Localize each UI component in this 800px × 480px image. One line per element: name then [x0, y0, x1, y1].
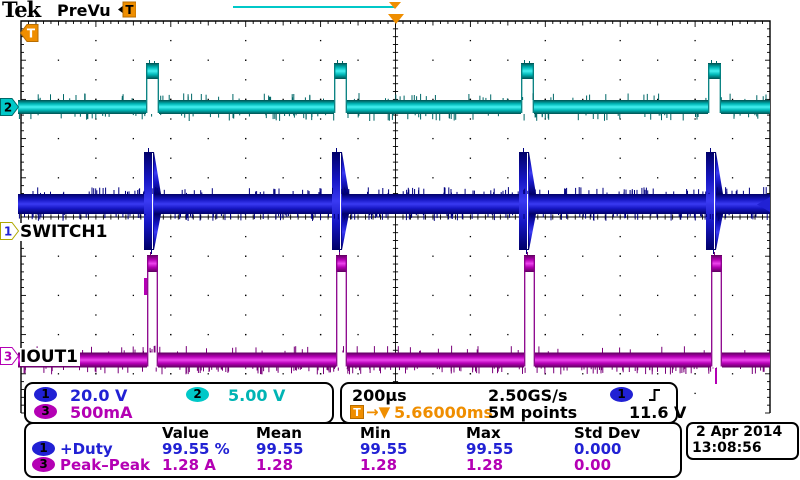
horizontal-readout-box: 200µs 2.50GS/s 1 T →▼ 5.66000ms 5M point…	[340, 382, 686, 424]
acquisition-mode-label: PreVu	[57, 1, 111, 20]
meas-row1-value: 99.55 %	[162, 440, 230, 458]
ch3-badge: 3	[34, 404, 57, 419]
meas-row2-std: 0.00	[574, 456, 612, 474]
meas-row1-name: +Duty	[60, 440, 113, 458]
rising-edge-icon	[649, 389, 660, 401]
meas-row2-name: Peak–Peak	[60, 456, 151, 474]
meas-row1-badge: 1	[32, 441, 55, 456]
delay-arrow-icon: →▼	[366, 403, 391, 421]
ch3-position-marker: 3	[0, 347, 20, 365]
time-label: 13:08:56	[692, 440, 762, 456]
meas-row2-mean: 1.28	[256, 456, 294, 474]
delay-trigger-letter: T	[353, 406, 361, 419]
meas-row1-std: 0.000	[574, 440, 622, 458]
meas-row1-min: 99.55	[360, 440, 408, 458]
delay-trigger-badge: T	[350, 405, 364, 419]
meas-header-mean: Mean	[256, 424, 302, 442]
trigger-offscreen-letter: T	[27, 27, 36, 41]
expansion-point-marker-small	[389, 2, 401, 9]
ch2-scale: 5.00 V	[228, 386, 286, 405]
meas-row1-mean: 99.55	[256, 440, 304, 458]
ch3-position-number: 3	[4, 350, 12, 364]
ch1-position-marker: 1	[0, 222, 20, 240]
record-length: 5M points	[488, 403, 578, 422]
date-label: 2 Apr 2014	[696, 424, 783, 440]
ch3-label: IOUT1	[20, 347, 81, 367]
record-view-trigger-letter: T	[125, 3, 134, 17]
channel-readout-box: 1 20.0 V 2 5.00 V 3 500mA	[24, 382, 334, 424]
ch3-scale: 500mA	[70, 403, 133, 422]
ch1-badge: 1	[34, 387, 57, 402]
datetime-box: 2 Apr 2014 13:08:56	[686, 422, 799, 460]
meas-header-value: Value	[162, 424, 209, 442]
ch1-label: SWITCH1	[20, 222, 110, 242]
record-view-window-line	[233, 6, 396, 8]
delay-value: 5.66000ms	[394, 403, 494, 422]
meas-header-std: Std Dev	[574, 424, 641, 442]
trigger-source-badge: 1	[610, 387, 633, 402]
tek-logo: Tek	[2, 0, 41, 22]
ch2-position-marker: 2	[0, 98, 20, 116]
meas-header-max: Max	[466, 424, 501, 442]
meas-row2-badge: 3	[32, 457, 55, 472]
measurement-table-box: Value Mean Min Max Std Dev 1 +Duty 99.55…	[24, 422, 682, 478]
record-view-trigger-badge: T	[118, 1, 136, 18]
trigger-level-value: 11.6 V	[629, 403, 687, 422]
meas-row1-max: 99.55	[466, 440, 514, 458]
ch2-badge: 2	[186, 387, 209, 402]
ch2-position-number: 2	[4, 101, 12, 115]
meas-row2-max: 1.28	[466, 456, 504, 474]
meas-header-min: Min	[360, 424, 391, 442]
ch1-scale: 20.0 V	[70, 386, 128, 405]
meas-row2-min: 1.28	[360, 456, 398, 474]
sample-rate: 2.50GS/s	[488, 386, 568, 405]
horizontal-scale: 200µs	[352, 386, 407, 405]
meas-row2-value: 1.28 A	[162, 456, 216, 474]
ch1-position-number: 1	[4, 225, 12, 239]
expansion-point-marker	[388, 14, 404, 24]
trigger-offscreen-left-indicator: T	[19, 24, 39, 42]
